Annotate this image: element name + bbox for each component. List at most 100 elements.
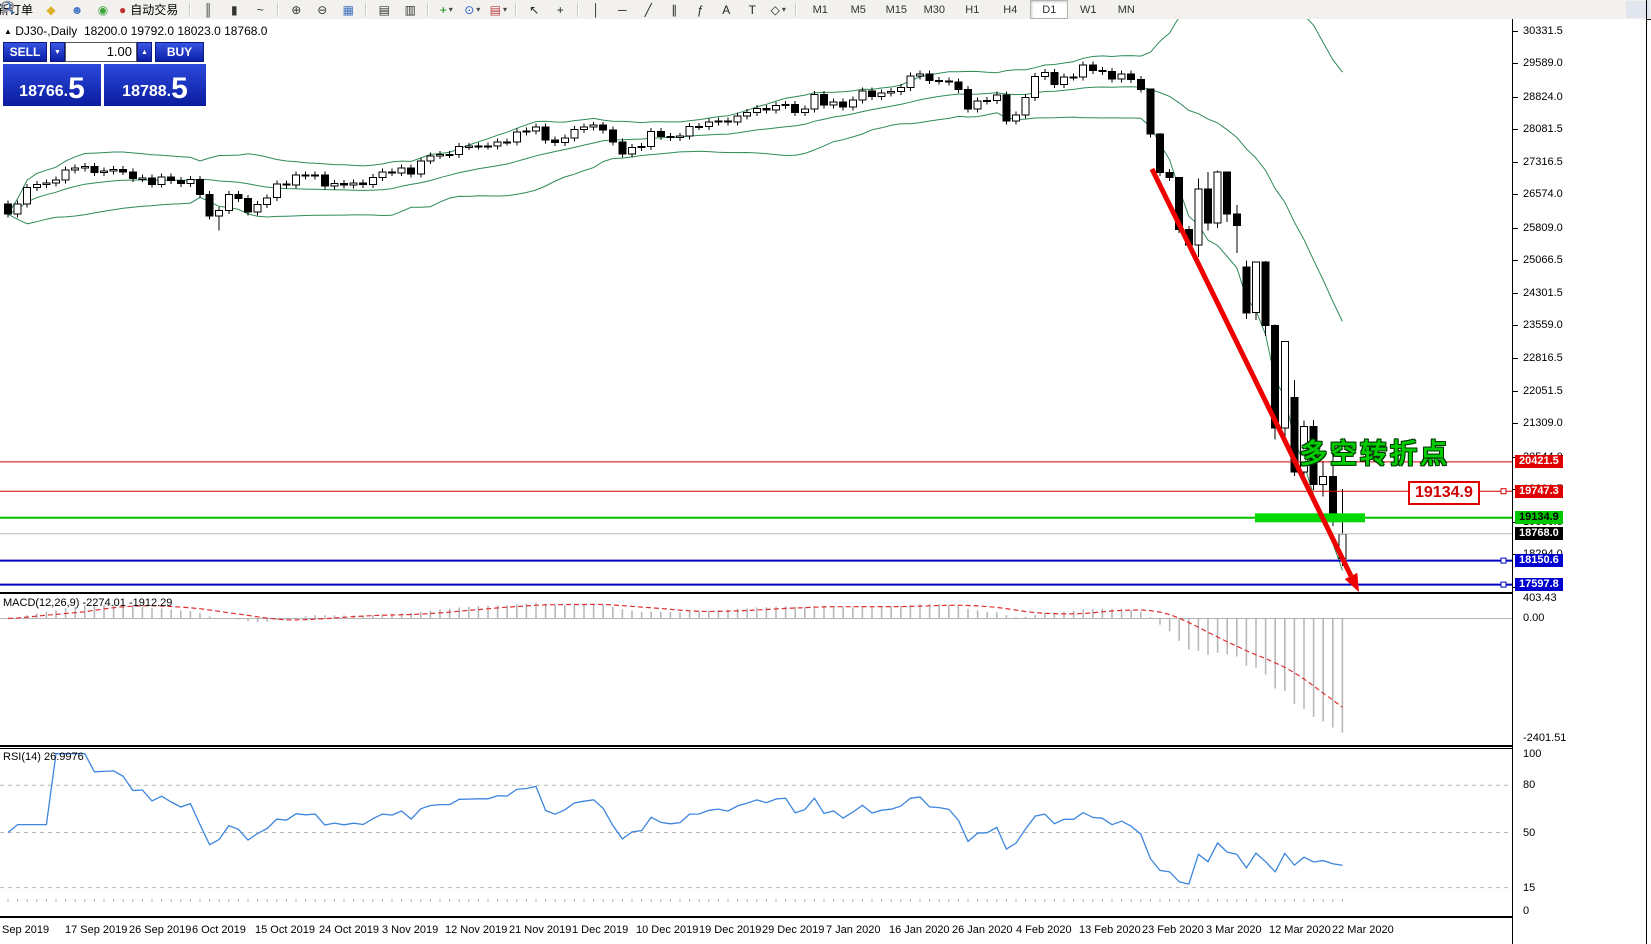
price-tick-mark: [1513, 162, 1518, 163]
market-icon[interactable]: ◆: [39, 1, 63, 18]
shapes-icon[interactable]: ◇ ▾: [766, 1, 790, 18]
date-label: 29 Dec 2019: [762, 924, 825, 936]
rsi-scale-label: 15: [1523, 882, 1536, 894]
macd-current-values: -2274.01 -1912.29: [82, 597, 173, 609]
turning-point-annotation[interactable]: 多空转折点: [1300, 439, 1450, 469]
zoom-out-icon[interactable]: ⊖: [310, 1, 334, 18]
community-icon[interactable]: ☻: [65, 1, 89, 18]
line-chart-icon[interactable]: ~: [248, 1, 272, 18]
price-scale[interactable]: 30331.5 29589.0 28824.0 28081.5 27316.5 26574…: [1512, 19, 1647, 944]
indicators-button[interactable]: ▤ ▾: [486, 1, 510, 18]
vertical-line-icon[interactable]: │: [584, 1, 608, 18]
fibonacci-icon[interactable]: ƒ: [688, 1, 712, 18]
price-tick-label: 24301.5: [1523, 287, 1563, 299]
horizontal-line-icon[interactable]: ─: [610, 1, 634, 18]
lot-increase-button[interactable]: ▲: [137, 42, 152, 62]
price-tick-mark: [1513, 260, 1518, 261]
sell-button[interactable]: SELL: [3, 42, 47, 62]
timeframe-d1-button[interactable]: D1: [1030, 0, 1069, 19]
trendline-icon[interactable]: ╱: [636, 1, 660, 18]
price-tick-label: 22816.5: [1523, 352, 1563, 364]
text-label-icon[interactable]: T: [740, 1, 764, 18]
date-label: 24 Oct 2019: [319, 924, 379, 936]
date-label: 19 Dec 2019: [699, 924, 762, 936]
lot-decrease-button[interactable]: ▼: [50, 42, 65, 62]
toolbar-separator: [577, 2, 580, 17]
chat-icon[interactable]: [0, 0, 1650, 18]
bar-chart-icon[interactable]: ║: [196, 1, 220, 18]
trend-arrow-head: [1344, 572, 1359, 592]
rsi-scale-label: 0: [1523, 905, 1530, 917]
search-icon[interactable]: [1, 1, 1624, 18]
indicators-button: ▤: [489, 2, 501, 17]
price-tick-label: 25809.0: [1523, 222, 1563, 234]
price-tick-mark: [1513, 31, 1518, 32]
trend-arrow[interactable]: [1149, 167, 1354, 578]
indicator-remove-icon[interactable]: ▥: [398, 1, 422, 18]
new-order-button[interactable]: 新订单: [0, 3, 34, 17]
timeframe-h4-button[interactable]: H4: [1003, 3, 1018, 16]
timeframe-m30-button[interactable]: M30: [923, 3, 945, 16]
rsi-chart[interactable]: [0, 749, 1512, 916]
chevron-down-icon: ▾: [781, 5, 786, 14]
bollinger-upper-band: [7, 19, 1343, 215]
date-label: 26 Sep 2019: [129, 924, 192, 936]
price-pane[interactable]: [0, 19, 1512, 592]
timeframe-m15-button[interactable]: M15: [885, 3, 907, 16]
timeframe-m1-button[interactable]: M1: [812, 3, 828, 16]
chevron-down-icon: ▾: [502, 5, 507, 14]
buy-price[interactable]: 18788. 5: [104, 64, 206, 106]
toolbar-separator: [515, 2, 518, 17]
rsi-pane[interactable]: [0, 749, 1512, 916]
date-axis[interactable]: Sep 2019 17 Sep 2019 26 Sep 2019 6 Oct 2019…: [0, 919, 1512, 944]
indicator-remove-icon: ▥: [404, 2, 416, 17]
chevron-down-icon: ▾: [476, 5, 481, 14]
candlestick-chart-icon[interactable]: ▮: [222, 1, 246, 18]
toolbar-separator: [365, 2, 368, 17]
timeframe-w1-button[interactable]: W1: [1080, 3, 1097, 16]
timeframe-m5-button[interactable]: M5: [850, 3, 866, 16]
macd-scale-label: 403.43: [1523, 592, 1557, 604]
pane-separator[interactable]: [0, 745, 1647, 749]
date-label: 12 Mar 2020: [1269, 924, 1331, 936]
macd-pane[interactable]: [0, 595, 1512, 746]
date-label: 12 Nov 2019: [445, 924, 508, 936]
sell-price[interactable]: 18766. 5: [3, 64, 101, 106]
date-label: 22 Mar 2020: [1332, 924, 1394, 936]
autotrading-button[interactable]: ● 自动交易: [117, 1, 184, 18]
zoom-in-icon[interactable]: ⊕: [284, 1, 308, 18]
timeframe-mn-button[interactable]: MN: [1117, 3, 1135, 16]
autotrading-button: ●: [119, 2, 127, 17]
tile-windows-icon[interactable]: ▦: [336, 1, 360, 18]
crosshair-icon[interactable]: +: [548, 1, 572, 18]
price-chart[interactable]: [0, 19, 1512, 592]
price-tick-mark: [1513, 391, 1518, 392]
timeframe-h1-button[interactable]: H1: [965, 3, 980, 16]
candlestick-chart-icon: ▮: [230, 2, 238, 17]
macd-chart[interactable]: [0, 595, 1512, 746]
price-tick-label: 29589.0: [1523, 57, 1563, 69]
lot-size-input[interactable]: 1.00: [65, 42, 137, 62]
signals-icon[interactable]: ◉: [91, 1, 115, 18]
price-badge-17597.8: 17597.8: [1515, 578, 1563, 591]
channel-icon[interactable]: ∥: [662, 1, 686, 18]
signals-icon: ◉: [97, 2, 109, 17]
date-label: 17 Sep 2019: [65, 924, 128, 936]
periods-button[interactable]: ⊙ ▾: [460, 1, 484, 18]
cursor-icon[interactable]: ↖: [522, 1, 546, 18]
level-price-callout[interactable]: 19134.9: [1408, 481, 1480, 505]
indicator-window-icon[interactable]: ▤: [372, 1, 396, 18]
line-chart-icon: ~: [256, 2, 264, 17]
buy-price-main: 18788: [122, 83, 167, 100]
price-badge-19134.9: 19134.9: [1515, 511, 1563, 524]
new-chart-button[interactable]: + ▾: [434, 1, 458, 18]
price-tick-mark: [1513, 325, 1518, 326]
date-label: 7 Jan 2020: [826, 924, 881, 936]
horizontal-line-icon: ─: [618, 2, 627, 17]
text-icon[interactable]: A: [714, 1, 738, 18]
buy-button[interactable]: BUY: [155, 42, 204, 62]
sell-price-dot: .: [63, 83, 69, 100]
support-highlight-bar[interactable]: [1255, 513, 1365, 523]
window-border: [1646, 0, 1647, 944]
text-icon: A: [722, 2, 731, 17]
